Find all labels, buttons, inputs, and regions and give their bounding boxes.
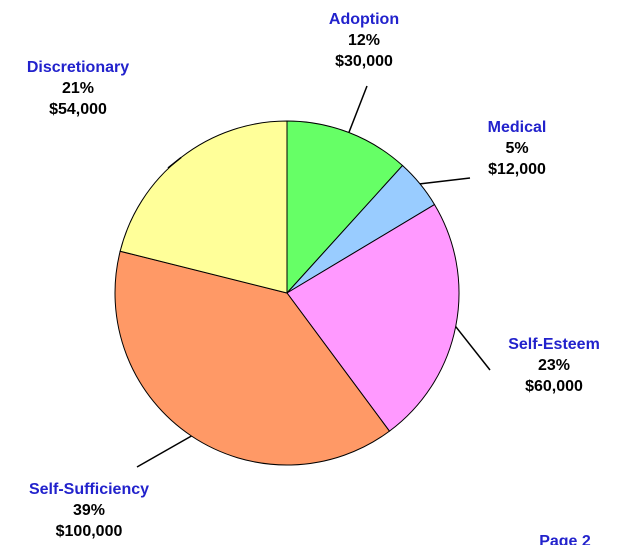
slice-name: Adoption <box>329 11 399 28</box>
slice-name: Medical <box>488 119 547 136</box>
slice-percent: 23% <box>538 357 570 374</box>
slice-name: Self-Esteem <box>508 336 600 353</box>
slice-value: $100,000 <box>56 523 123 540</box>
leader-line <box>136 435 192 468</box>
page-label: Page 2 <box>539 533 591 545</box>
slice-percent: 39% <box>73 502 105 519</box>
pie-slice <box>286 203 460 432</box>
slice-percent: 21% <box>62 80 94 97</box>
slice-name: Discretionary <box>27 59 129 76</box>
leader-line <box>167 156 182 169</box>
slice-value: $54,000 <box>49 101 107 118</box>
leader-line <box>455 326 491 371</box>
pie-slice <box>114 250 391 466</box>
slice-value: $12,000 <box>488 161 546 178</box>
slice-value: $30,000 <box>335 53 393 70</box>
slice-percent: 5% <box>505 140 528 157</box>
leader-line <box>348 85 368 133</box>
slice-value: $60,000 <box>525 378 583 395</box>
slice-name: Self-Sufficiency <box>29 481 149 498</box>
leader-line <box>419 177 471 185</box>
slice-percent: 12% <box>348 32 380 49</box>
